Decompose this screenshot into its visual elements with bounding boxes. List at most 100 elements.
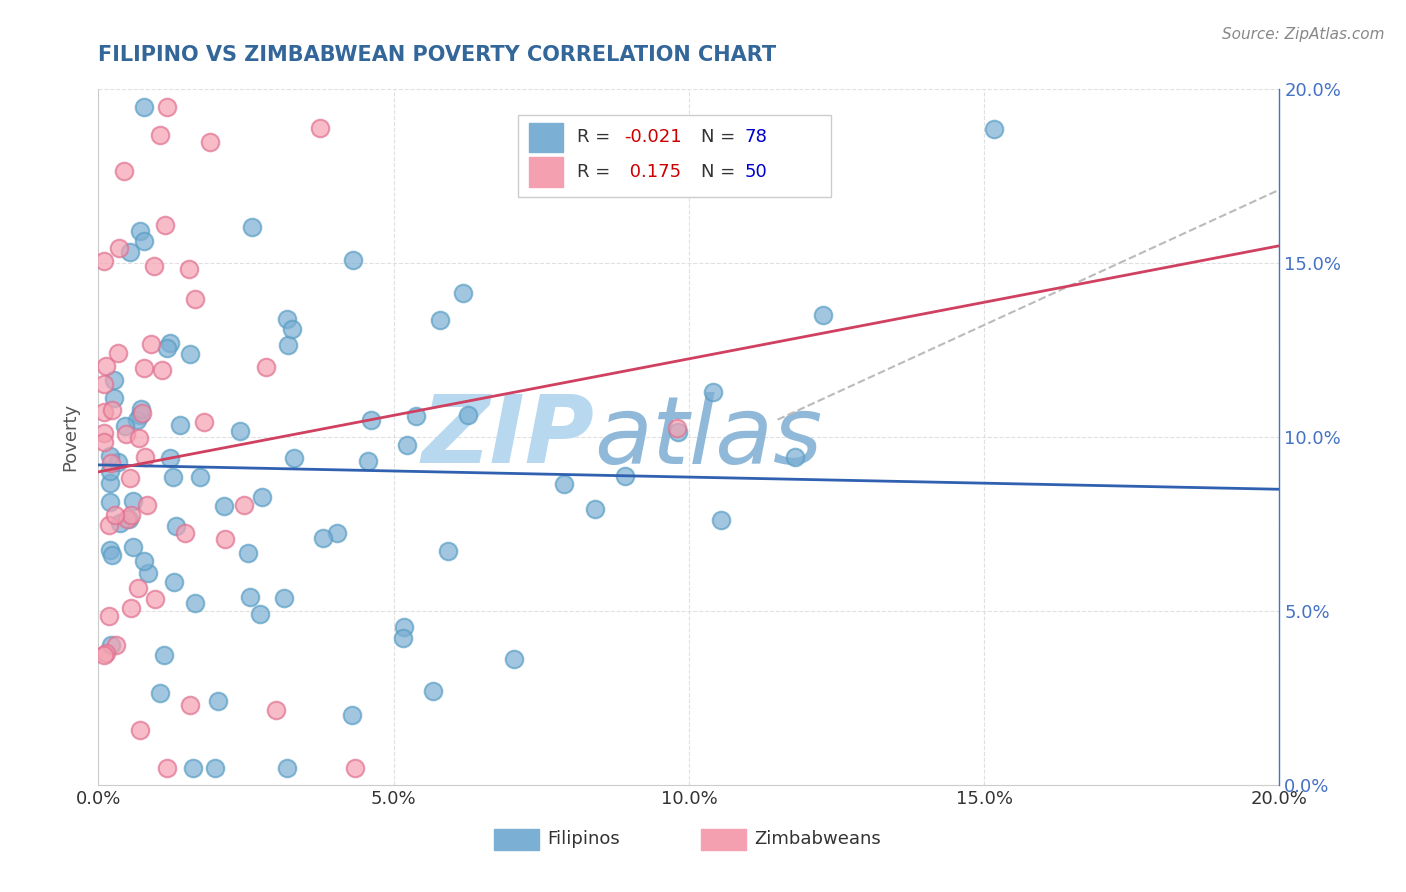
Point [264, 703, 287, 717]
Point [184, 293, 207, 307]
Point [93, 405, 115, 419]
Point [277, 337, 299, 351]
Point [104, 508, 127, 522]
Point [118, 511, 141, 525]
Point [200, 136, 222, 150]
FancyBboxPatch shape [517, 115, 831, 197]
Point [122, 494, 145, 508]
Point [149, 686, 172, 700]
Point [114, 418, 136, 433]
Point [162, 470, 184, 484]
Point [429, 313, 451, 327]
Point [702, 384, 724, 399]
Point [159, 450, 181, 465]
Point [94, 646, 117, 660]
Point [93, 253, 115, 268]
Text: 78: 78 [744, 128, 768, 146]
Point [665, 421, 688, 435]
Point [156, 99, 179, 113]
Point [101, 403, 124, 417]
Point [392, 620, 415, 634]
Point [93, 648, 115, 662]
Point [783, 450, 806, 464]
Point [207, 694, 229, 708]
Point [103, 373, 125, 387]
Point [132, 99, 155, 113]
Point [93, 426, 115, 441]
Y-axis label: Poverty: Poverty [62, 403, 80, 471]
Point [360, 413, 382, 427]
Point [340, 707, 363, 722]
Point [122, 540, 145, 554]
Point [342, 252, 364, 267]
Point [103, 391, 125, 405]
Point [108, 516, 131, 531]
Point [312, 531, 335, 545]
Point [134, 234, 156, 248]
Point [214, 500, 236, 514]
Point [276, 760, 298, 774]
Point [583, 501, 606, 516]
Point [709, 513, 731, 527]
Point [97, 608, 120, 623]
Bar [494, 829, 538, 850]
Point [112, 164, 135, 178]
Point [136, 566, 159, 580]
Point [308, 120, 330, 135]
Point [214, 532, 236, 546]
Point [98, 450, 121, 464]
Point [451, 285, 474, 300]
Point [325, 526, 347, 541]
Text: N =: N = [700, 128, 741, 146]
Point [155, 219, 177, 233]
Point [97, 518, 120, 533]
Point [228, 424, 250, 438]
Point [503, 652, 526, 666]
Point [155, 341, 177, 355]
Point [177, 262, 200, 277]
Point [193, 415, 215, 429]
Point [239, 591, 262, 605]
Point [233, 498, 256, 512]
Point [553, 476, 575, 491]
Point [808, 169, 831, 184]
Point [134, 553, 156, 567]
Point [184, 596, 207, 610]
Point [125, 413, 148, 427]
Point [811, 308, 834, 322]
Text: ZIP: ZIP [422, 391, 595, 483]
Text: 50: 50 [744, 163, 768, 181]
Point [93, 435, 115, 450]
Point [283, 451, 305, 466]
Point [135, 498, 157, 512]
Point [98, 464, 121, 478]
Point [134, 450, 156, 465]
Text: Zimbabweans: Zimbabweans [754, 830, 880, 848]
Text: R =: R = [576, 128, 616, 146]
Point [422, 684, 444, 698]
Point [120, 508, 142, 523]
Point [179, 347, 201, 361]
Point [128, 409, 150, 423]
Point [150, 363, 173, 377]
Text: N =: N = [700, 163, 741, 181]
Point [162, 574, 184, 589]
Point [120, 601, 142, 615]
Point [357, 454, 380, 468]
Point [129, 401, 152, 416]
Point [94, 359, 117, 374]
Point [457, 409, 479, 423]
Point [280, 321, 302, 335]
Point [134, 361, 156, 376]
Point [156, 760, 179, 774]
Point [236, 546, 259, 560]
Point [128, 723, 150, 737]
Point [107, 346, 129, 360]
Point [179, 698, 201, 712]
Point [98, 476, 121, 491]
Point [273, 591, 295, 606]
Point [107, 455, 129, 469]
Point [250, 490, 273, 504]
Point [93, 377, 115, 392]
Point [142, 259, 165, 273]
